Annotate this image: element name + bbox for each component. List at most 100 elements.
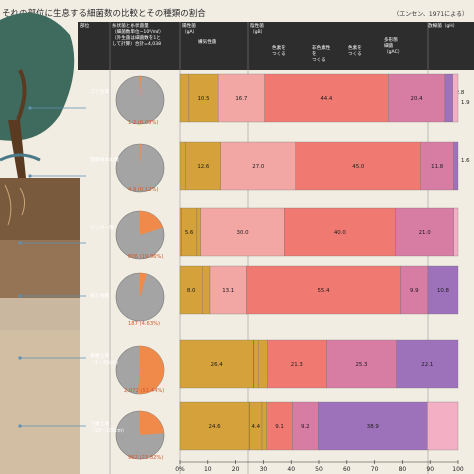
x-tick-label: 0% bbox=[175, 466, 185, 473]
bar-value-label: 24.6 bbox=[209, 424, 222, 430]
bar-value-label: 5.6 bbox=[185, 230, 194, 236]
part-label-1: ブナ生葉 bbox=[90, 90, 110, 95]
bar-value-label: 55.4 bbox=[317, 288, 330, 294]
chart-source: （エンセン、1971による） bbox=[393, 11, 468, 18]
header-gram-neg: 陰性菌 （gB） bbox=[250, 24, 266, 35]
bar-value-label: 10.8 bbox=[437, 288, 450, 294]
bar-segment bbox=[444, 73, 453, 123]
soil-subsoil bbox=[0, 330, 80, 474]
bar-segment bbox=[253, 339, 259, 389]
tree-canopy bbox=[0, 12, 75, 141]
tree-trunk bbox=[8, 120, 26, 178]
x-tick-label: 10 bbox=[204, 466, 212, 473]
bar-segment bbox=[452, 73, 459, 123]
bar-segment bbox=[453, 141, 459, 191]
bar-value-label: 9.2 bbox=[301, 424, 310, 430]
x-tick-label: 100 bbox=[452, 466, 464, 473]
bar-segment bbox=[284, 207, 396, 257]
bar-value-label: 1.6 bbox=[461, 158, 470, 164]
bar-value-label: 22.1 bbox=[421, 362, 433, 368]
bar-segment bbox=[202, 265, 211, 315]
bar-value-label: 9.1 bbox=[275, 424, 284, 430]
pie-slice bbox=[140, 76, 141, 100]
x-tick-label: 70 bbox=[371, 466, 379, 473]
bar-value-label: 30.0 bbox=[237, 230, 250, 236]
x-tick-label: 90 bbox=[426, 466, 434, 473]
connector-dot bbox=[18, 294, 22, 298]
bar-segment bbox=[188, 73, 219, 123]
x-tick-label: 60 bbox=[343, 466, 351, 473]
header-pie: 糸状菌と糸状菌量 （細菌数単位−10⁶/mℓ） （外生菌は細菌数を1と して計算… bbox=[112, 24, 164, 47]
pie-label-2: 4.9 (0.12%) bbox=[128, 187, 159, 193]
x-tick-label: 80 bbox=[399, 466, 407, 473]
bar-segment bbox=[246, 265, 401, 315]
bar-value-label: 4.4 bbox=[252, 424, 261, 430]
bar-value-label: 2.8 bbox=[456, 90, 465, 96]
connector-dot bbox=[18, 241, 22, 245]
bar-value-label: 27.0 bbox=[252, 164, 265, 170]
bar-value-label: 1.9 bbox=[461, 100, 470, 106]
bar-value-label: 26.4 bbox=[211, 362, 224, 368]
pie-label-1: 1.2 (0.03%) bbox=[128, 120, 159, 126]
header-fungi: 放線菌（gH） bbox=[428, 24, 458, 29]
pie-label-4: 187 (4.63%) bbox=[128, 321, 161, 327]
bar-value-label: 25.3 bbox=[355, 362, 367, 368]
bar-segment bbox=[220, 141, 296, 191]
x-tick-label: 40 bbox=[287, 466, 295, 473]
pie-label-6: 962 (23.82%) bbox=[128, 455, 164, 461]
part-label-2: 落葉樹木の葉 bbox=[90, 158, 119, 163]
bar-segment bbox=[217, 73, 265, 123]
pie-label-5: 2,072 (51.44%) bbox=[124, 388, 165, 394]
connector-dot bbox=[18, 424, 22, 428]
chart-title: それの部位に生息する細菌数の比較とその種類の割合 bbox=[2, 9, 206, 19]
x-tick-label: 30 bbox=[260, 466, 268, 473]
header-multi: 多形態 細菌 （gAC） bbox=[384, 38, 403, 55]
bar-segment bbox=[395, 207, 454, 257]
pie-slice bbox=[140, 411, 164, 435]
bar-segment bbox=[209, 265, 247, 315]
bar-segment bbox=[292, 401, 319, 451]
bar-segment bbox=[295, 141, 421, 191]
bar-segment bbox=[427, 265, 459, 315]
bar-segment bbox=[179, 339, 254, 389]
header-gram-pos: 陽性菌 （gA） bbox=[182, 24, 198, 35]
bar-segment bbox=[179, 401, 250, 451]
bar-value-label: 9.9 bbox=[410, 288, 419, 294]
pie-slice bbox=[140, 273, 147, 297]
bar-segment bbox=[267, 339, 327, 389]
x-tick-label: 20 bbox=[232, 466, 240, 473]
roots bbox=[4, 184, 26, 226]
part-label-3: リッター層 bbox=[90, 226, 114, 231]
bar-value-label: 8.0 bbox=[187, 288, 196, 294]
bar-segment bbox=[179, 207, 182, 257]
bar-segment bbox=[196, 207, 201, 257]
header-gram-neg-sub3: 色素を つくる bbox=[348, 46, 362, 57]
pie-slice bbox=[140, 211, 163, 235]
bar-segment bbox=[420, 141, 454, 191]
bar-value-label: 45.0 bbox=[352, 164, 365, 170]
connector-dot bbox=[28, 174, 32, 178]
bar-segment bbox=[318, 401, 428, 451]
bar-segment bbox=[258, 339, 268, 389]
bar-value-label: 40.0 bbox=[334, 230, 347, 236]
bar-segment bbox=[400, 265, 429, 315]
bar-value-label: 21.3 bbox=[291, 362, 303, 368]
bar-value-label: 16.7 bbox=[235, 96, 247, 102]
pie-slice bbox=[137, 346, 164, 394]
header-gram-neg-sub2: 非色素性 を つくる bbox=[312, 46, 331, 63]
bar-segment bbox=[200, 207, 285, 257]
bar-segment bbox=[261, 401, 267, 451]
bar-value-label: 11.8 bbox=[431, 164, 444, 170]
part-label-5: 表層土壌 （1〜10cm） bbox=[90, 354, 121, 366]
connector-dot bbox=[28, 106, 32, 110]
pie-slice bbox=[140, 144, 141, 168]
bar-value-label: 38.9 bbox=[367, 424, 380, 430]
bar-value-label: 13.1 bbox=[222, 288, 234, 294]
header-part: 部位 bbox=[80, 24, 90, 29]
tree-branch bbox=[16, 69, 27, 121]
part-label-6: 下層土壌 （10〜100cm） bbox=[90, 422, 127, 434]
connector-dot bbox=[18, 356, 22, 360]
bar-segment bbox=[396, 339, 459, 389]
bar-segment bbox=[179, 141, 186, 191]
